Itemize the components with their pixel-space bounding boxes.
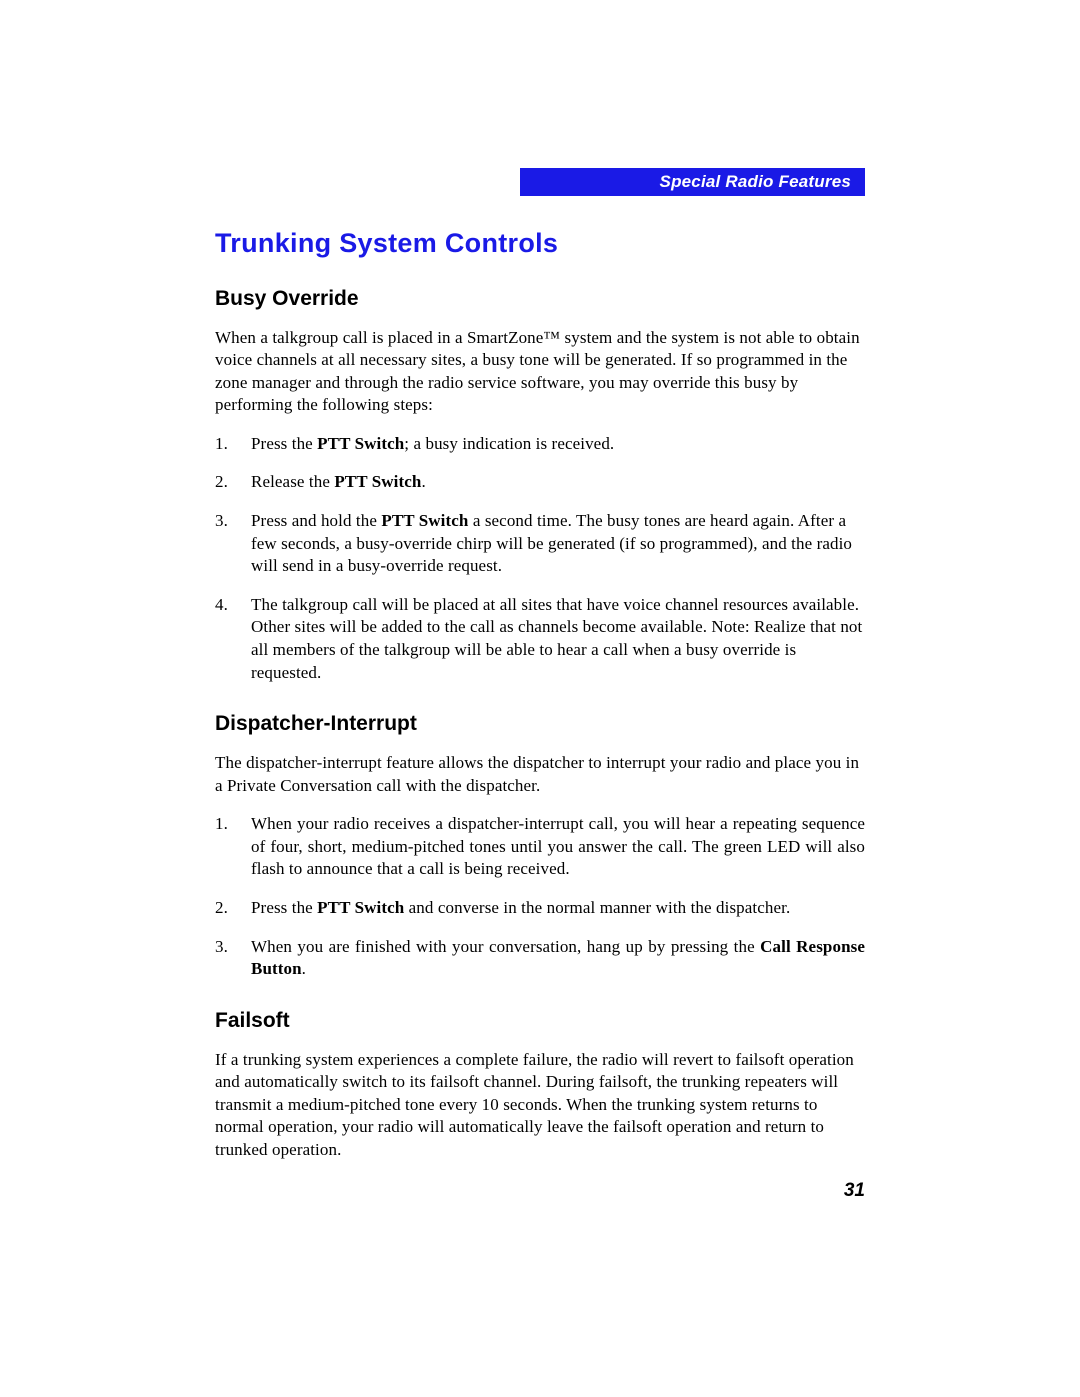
text: Press and hold the: [251, 511, 381, 530]
text: and converse in the normal manner with t…: [404, 898, 790, 917]
busy-intro: When a talkgroup call is placed in a Sma…: [215, 327, 865, 417]
document-page: Special Radio Features Trunking System C…: [0, 0, 1080, 1397]
dispatcher-step-1: When your radio receives a dispatcher-in…: [215, 813, 865, 881]
failsoft-paragraph: If a trunking system experiences a compl…: [215, 1049, 865, 1161]
text: Press the: [251, 898, 317, 917]
section-header-label: Special Radio Features: [660, 172, 851, 192]
dispatcher-steps: When your radio receives a dispatcher-in…: [215, 813, 865, 981]
busy-step-2: Release the PTT Switch.: [215, 471, 865, 494]
busy-step-1: Press the PTT Switch; a busy indication …: [215, 433, 865, 456]
ptt-switch-label: PTT Switch: [317, 434, 404, 453]
page-title: Trunking System Controls: [215, 228, 865, 259]
text: Release the: [251, 472, 334, 491]
heading-busy-override: Busy Override: [215, 287, 865, 311]
text: ; a busy indication is received.: [404, 434, 614, 453]
section-header-band: Special Radio Features: [520, 168, 865, 196]
busy-step-4: The talkgroup call will be placed at all…: [215, 594, 865, 684]
heading-dispatcher-interrupt: Dispatcher-Interrupt: [215, 712, 865, 736]
text: .: [302, 959, 306, 978]
heading-failsoft: Failsoft: [215, 1009, 865, 1033]
ptt-switch-label: PTT Switch: [381, 511, 468, 530]
text: When you are finished with your conversa…: [251, 937, 760, 956]
dispatcher-step-2: Press the PTT Switch and converse in the…: [215, 897, 865, 920]
text: .: [421, 472, 425, 491]
ptt-switch-label: PTT Switch: [317, 898, 404, 917]
page-number: 31: [844, 1180, 865, 1202]
text: Press the: [251, 434, 317, 453]
dispatcher-step-3: When you are finished with your conversa…: [215, 936, 865, 981]
busy-steps: Press the PTT Switch; a busy indication …: [215, 433, 865, 684]
dispatcher-intro: The dispatcher-interrupt feature allows …: [215, 752, 865, 797]
busy-step-3: Press and hold the PTT Switch a second t…: [215, 510, 865, 578]
ptt-switch-label: PTT Switch: [334, 472, 421, 491]
